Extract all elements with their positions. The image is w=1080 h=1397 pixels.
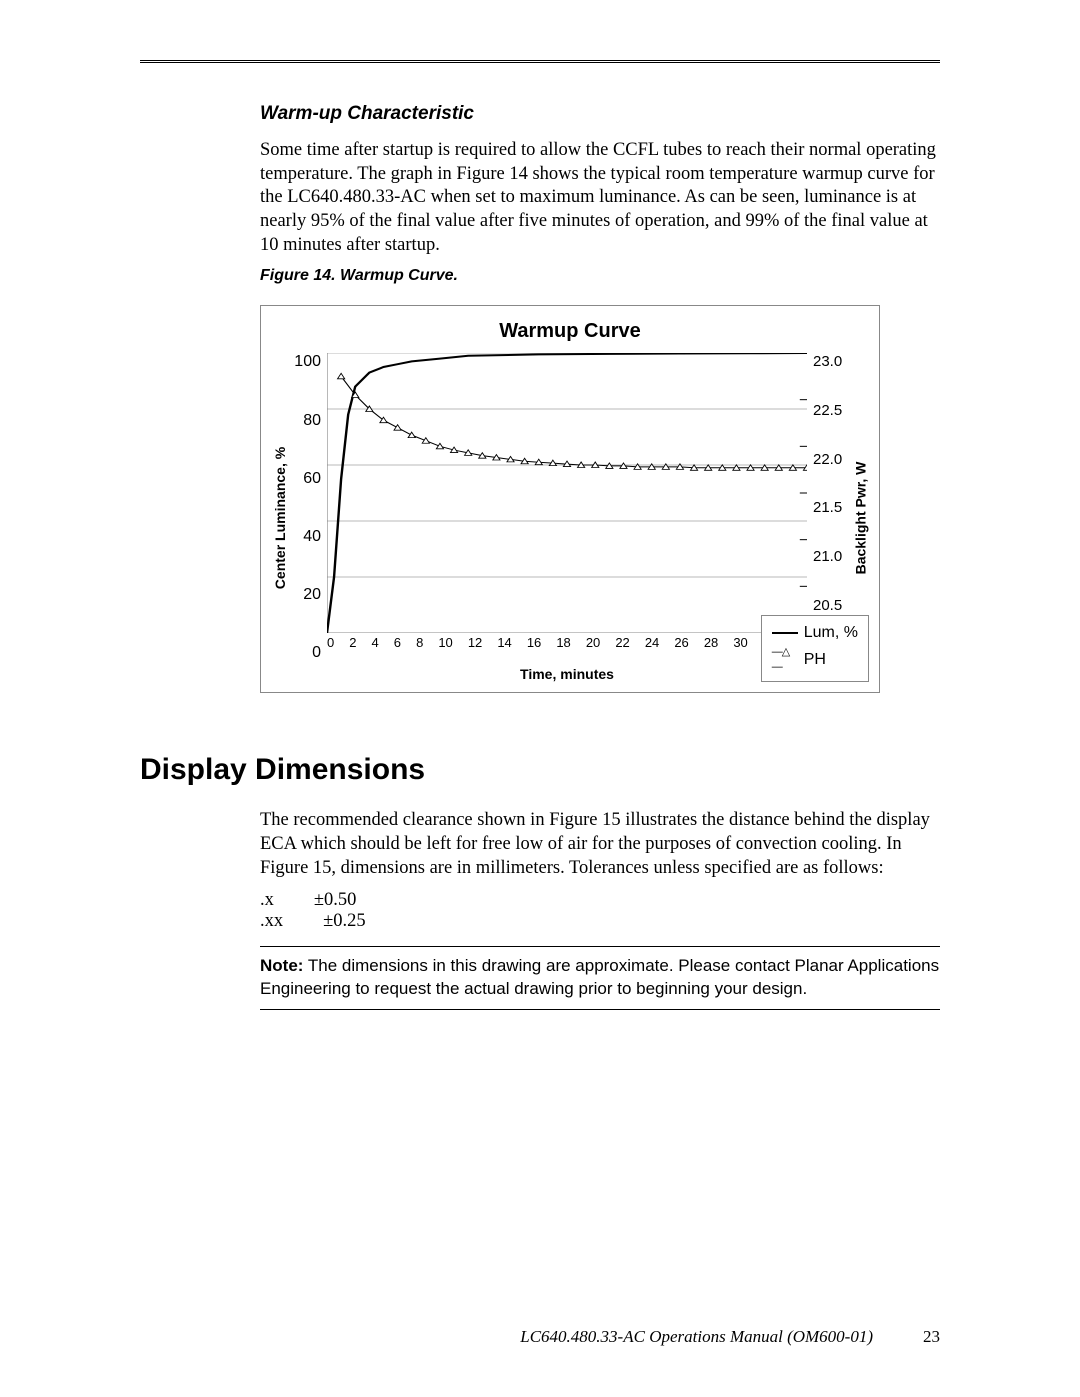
x-tick: 12	[468, 635, 482, 650]
chart-title: Warmup Curve	[269, 320, 871, 343]
legend-label-ph: PH	[804, 649, 826, 671]
header-rule	[140, 60, 940, 63]
tolerance-row-1: .x ±0.50	[260, 890, 940, 911]
note-block: Note: The dimensions in this drawing are…	[260, 946, 940, 1010]
y1-tick: 60	[303, 470, 321, 488]
warmup-chart: Warmup Curve Center Luminance, % 1008060…	[260, 305, 880, 693]
footer-page-number: 23	[923, 1327, 940, 1347]
page: Warm-up Characteristic Some time after s…	[0, 0, 1080, 1397]
tol-value-2: ±0.25	[323, 911, 366, 932]
page-footer: LC640.480.33-AC Operations Manual (OM600…	[140, 1327, 940, 1347]
y2-tick: 20.5	[813, 597, 842, 614]
legend-line-icon	[772, 632, 798, 634]
chart-svg	[327, 353, 807, 633]
y1-axis-label: Center Luminance, %	[272, 447, 288, 589]
warmup-paragraph: Some time after startup is required to a…	[260, 139, 940, 257]
y1-tick: 40	[303, 528, 321, 546]
x-tick: 8	[416, 635, 423, 650]
y1-tick: 80	[303, 412, 321, 430]
legend-marker-icon: —△—	[772, 645, 798, 676]
x-tick: 18	[556, 635, 570, 650]
x-ticks: 0246810121416182022242628303234	[327, 633, 807, 650]
legend-label-lum: Lum, %	[804, 622, 858, 644]
chart-legend: Lum, % —△— PH	[761, 615, 869, 682]
content-column: Warm-up Characteristic Some time after s…	[260, 103, 940, 693]
y2-tick: 23.0	[813, 353, 842, 370]
y2-tick: 21.5	[813, 499, 842, 516]
x-tick: 4	[372, 635, 379, 650]
y2-tick: 22.0	[813, 451, 842, 468]
y1-tick: 100	[294, 353, 321, 371]
y2-axis-label: Backlight Pwr, W	[852, 461, 868, 574]
x-tick: 2	[349, 635, 356, 650]
x-tick: 20	[586, 635, 600, 650]
y1-tick: 20	[303, 586, 321, 604]
section2-content: The recommended clearance shown in Figur…	[260, 809, 940, 1010]
plot-area	[327, 353, 807, 633]
legend-item-ph: —△— PH	[772, 645, 858, 676]
tolerance-row-2: .xx ±0.25	[260, 911, 940, 932]
x-tick: 6	[394, 635, 401, 650]
y2-tick: 21.0	[813, 548, 842, 565]
display-dimensions-heading: Display Dimensions	[140, 753, 940, 787]
legend-item-lum: Lum, %	[772, 622, 858, 644]
tol-value-1: ±0.50	[314, 890, 357, 911]
y1-axis-label-wrap: Center Luminance, %	[269, 353, 291, 682]
plot-column: 0246810121416182022242628303234 Time, mi…	[327, 353, 807, 682]
note-label: Note:	[260, 956, 303, 975]
x-tick: 24	[645, 635, 659, 650]
x-tick: 30	[733, 635, 747, 650]
x-tick: 10	[438, 635, 452, 650]
figure-14-caption: Figure 14. Warmup Curve.	[260, 267, 940, 285]
x-tick: 28	[704, 635, 718, 650]
x-tick: 14	[497, 635, 511, 650]
y2-tick: 22.5	[813, 402, 842, 419]
footer-doc-title: LC640.480.33-AC Operations Manual (OM600…	[520, 1327, 873, 1347]
tol-precision-2: .xx	[260, 911, 283, 932]
x-tick: 16	[527, 635, 541, 650]
note-text: The dimensions in this drawing are appro…	[260, 956, 939, 998]
warmup-subheading: Warm-up Characteristic	[260, 103, 940, 125]
x-tick: 0	[327, 635, 334, 650]
x-axis-label: Time, minutes	[327, 666, 807, 682]
y1-tick: 0	[312, 644, 321, 662]
y1-ticks: 100 80 60 40 20 0	[291, 353, 327, 682]
x-tick: 26	[674, 635, 688, 650]
x-tick: 22	[615, 635, 629, 650]
dimensions-paragraph: The recommended clearance shown in Figur…	[260, 809, 940, 880]
tol-precision-1: .x	[260, 890, 274, 911]
